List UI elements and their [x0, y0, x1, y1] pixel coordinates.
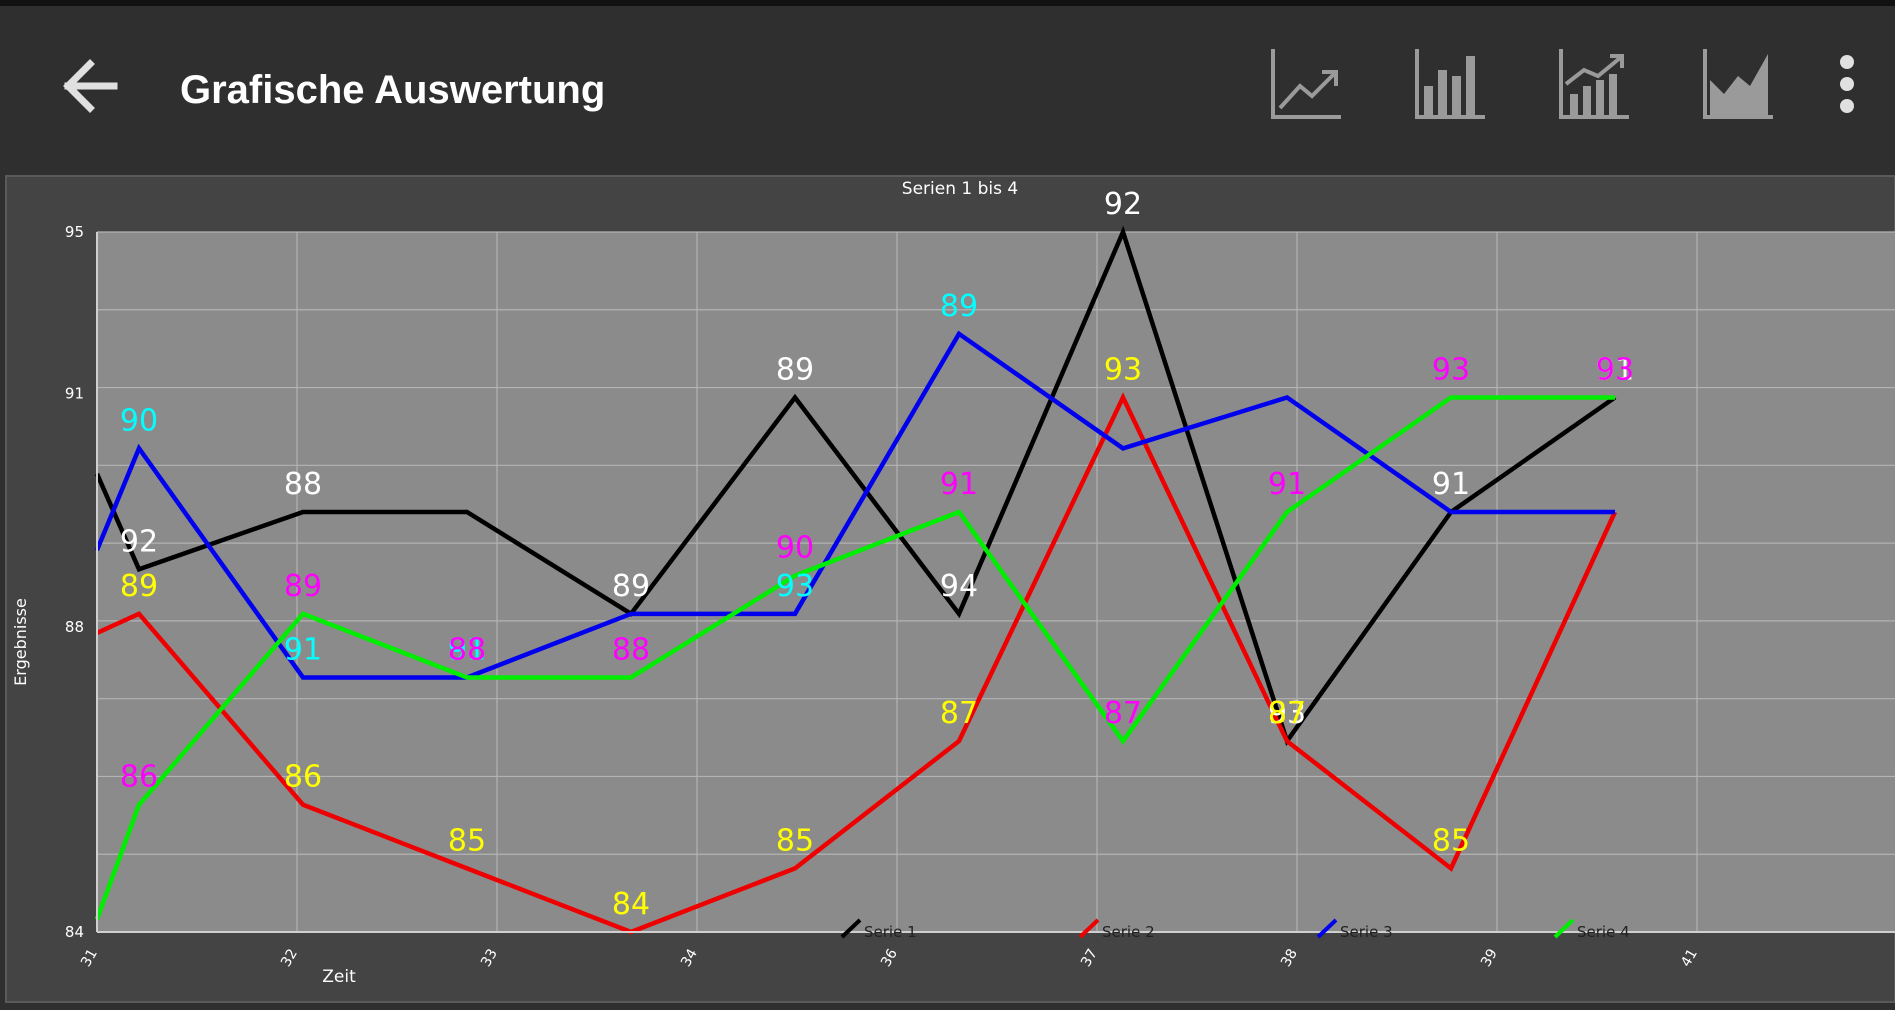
data-label: 86 — [284, 760, 322, 795]
area-chart-icon — [1703, 49, 1773, 119]
data-label: 93 — [1432, 352, 1470, 387]
data-label: 91 — [1596, 352, 1634, 387]
legend-swatch — [1553, 918, 1575, 939]
data-labels: 9288898994929391918986858485879387859091… — [120, 187, 1634, 922]
x-axis-label: Zeit — [322, 967, 356, 987]
data-label: 93 — [1104, 352, 1142, 387]
data-label: 92 — [120, 524, 158, 559]
data-label: 89 — [120, 569, 158, 604]
data-label: 85 — [776, 823, 814, 858]
legend-label: Serie 1 — [864, 923, 917, 941]
data-label: 94 — [940, 569, 978, 604]
data-label: 88 — [448, 632, 486, 667]
bar-chart-button[interactable] — [1414, 46, 1488, 120]
legend-swatch — [840, 918, 862, 939]
data-label: 89 — [284, 569, 322, 604]
legend-label: Serie 3 — [1340, 923, 1393, 941]
data-label: 89 — [612, 569, 650, 604]
chart-area: 92 88 89 89 94 92 93 91 91 89 86 85 84 85 87 93 87 85 90 91… — [0, 172, 1895, 1006]
data-label: 87 — [1104, 696, 1142, 731]
legend-label: Serie 2 — [1102, 923, 1155, 941]
combined-chart-button[interactable] — [1558, 46, 1632, 120]
x-tick-label: 36 — [878, 946, 901, 970]
legend-swatch — [1316, 918, 1338, 939]
data-label: 89 — [940, 289, 978, 324]
line-chart-icon — [1271, 49, 1341, 119]
line-chart-button[interactable] — [1270, 46, 1344, 120]
data-label: 93 — [776, 569, 814, 604]
x-tick-label: 31 — [78, 946, 101, 969]
data-label: 89 — [776, 352, 814, 387]
bar-line-chart-icon — [1559, 49, 1629, 119]
data-label: 87 — [1268, 696, 1306, 731]
series-line-4 — [94, 395, 1615, 921]
app-bar: Grafische Auswertung — [0, 0, 1895, 172]
data-label: 84 — [612, 887, 650, 922]
data-label: 91 — [1268, 467, 1306, 502]
data-label: 90 — [776, 531, 814, 566]
x-tick-label: 41 — [1678, 946, 1701, 969]
x-tick-label: 39 — [1478, 946, 1501, 969]
series-line-3 — [94, 330, 1615, 680]
y-tick-label: 88 — [65, 618, 84, 636]
x-tick-label: 34 — [678, 946, 701, 970]
data-label: 86 — [120, 760, 158, 795]
bar-chart-icon — [1415, 49, 1485, 119]
data-label: 85 — [448, 823, 486, 858]
chart-title: Serien 1 bis 4 — [902, 179, 1018, 199]
data-label: 87 — [940, 696, 978, 731]
legend-label: Serie 4 — [1577, 923, 1630, 941]
data-label: 91 — [940, 467, 978, 502]
data-label: 91 — [1432, 467, 1470, 502]
x-tick-label: 32 — [278, 946, 301, 969]
data-label: 91 — [448, 632, 486, 667]
x-tick-label: 37 — [1078, 946, 1101, 969]
y-tick-label: 91 — [65, 385, 84, 403]
more-vert-icon — [1840, 55, 1854, 113]
series-line-2 — [96, 392, 1618, 935]
data-label: 92 — [1104, 187, 1142, 222]
area-chart-button[interactable] — [1702, 46, 1776, 120]
line-chart: 9288898994929391918986858485879387859091… — [5, 175, 1895, 1003]
data-label: 93 — [1268, 696, 1306, 731]
plot-area — [97, 232, 1895, 932]
data-label: 93 — [1596, 352, 1634, 387]
legend: Serie 1 Serie 2 Serie 3 Serie 4 — [840, 918, 1630, 941]
y-tick-label: 95 — [65, 223, 84, 241]
overflow-menu-button[interactable] — [1822, 52, 1872, 116]
series-lines — [94, 225, 1618, 935]
data-label: 88 — [612, 632, 650, 667]
y-tick-label: 84 — [65, 923, 84, 941]
legend-swatch — [1078, 918, 1100, 939]
arrow-left-icon — [63, 59, 118, 113]
page-title: Grafische Auswertung — [180, 68, 606, 112]
back-button[interactable] — [50, 50, 120, 120]
series-line-1 — [94, 225, 1617, 747]
data-label: 91 — [284, 632, 322, 667]
data-label: 88 — [284, 467, 322, 502]
x-tick-label: 38 — [1278, 946, 1301, 969]
data-label: 85 — [1432, 823, 1470, 858]
data-label: 90 — [120, 403, 158, 438]
x-tick-label: 33 — [478, 946, 501, 969]
y-axis-label: Ergebnisse — [11, 598, 30, 686]
